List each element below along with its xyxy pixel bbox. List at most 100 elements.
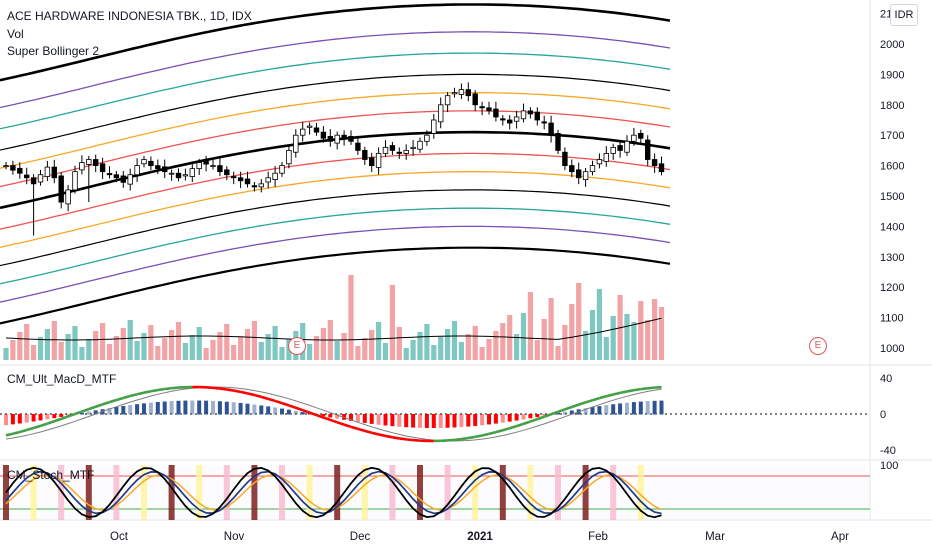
volume-bar bbox=[128, 320, 133, 360]
macd-label: CM_Ult_MacD_MTF bbox=[7, 372, 116, 386]
volume-bar bbox=[72, 326, 77, 360]
volume-bar bbox=[66, 334, 71, 360]
stoch-pane bbox=[0, 465, 870, 520]
volume-bar bbox=[659, 307, 664, 360]
macd-line-segment bbox=[510, 426, 517, 428]
macd-histogram-bar bbox=[149, 403, 153, 415]
candle-body bbox=[59, 176, 64, 202]
candle-body bbox=[114, 175, 119, 178]
macd-line-segment bbox=[627, 390, 634, 391]
macd-line-segment bbox=[524, 422, 531, 424]
volume-bar bbox=[259, 342, 264, 360]
macd-histogram-bar bbox=[197, 401, 201, 415]
candle-body bbox=[287, 150, 292, 163]
macd-histogram-bar bbox=[11, 414, 15, 424]
candle-body bbox=[252, 186, 257, 187]
macd-histogram-bar bbox=[25, 414, 29, 423]
candle-body bbox=[583, 172, 588, 180]
candle-body bbox=[390, 146, 395, 151]
currency-button[interactable]: IDR bbox=[890, 4, 918, 26]
macd-histogram-bar bbox=[439, 414, 443, 428]
macd-histogram-bar bbox=[494, 414, 498, 424]
candle-body bbox=[107, 174, 112, 175]
candle-body bbox=[459, 90, 464, 95]
macd-histogram-bar bbox=[356, 414, 360, 422]
candle-body bbox=[480, 107, 485, 108]
volume-bar bbox=[528, 292, 533, 360]
macd-histogram-bar bbox=[225, 402, 229, 415]
earnings-marker-1[interactable]: E bbox=[288, 337, 306, 355]
earnings-marker-2[interactable]: E bbox=[809, 337, 827, 355]
volume-bar bbox=[176, 322, 181, 360]
price-tick-label: 1400 bbox=[880, 221, 904, 233]
volume-bar bbox=[562, 325, 567, 360]
macd-tick-label: 40 bbox=[880, 373, 892, 385]
macd-histogram-bar bbox=[328, 414, 332, 417]
price-tick-label: 1200 bbox=[880, 282, 904, 294]
volume-bar bbox=[417, 332, 422, 360]
macd-line-segment bbox=[6, 434, 13, 436]
candle-body bbox=[632, 135, 637, 141]
volume-bar bbox=[611, 316, 616, 360]
candle-body bbox=[169, 173, 174, 174]
candle-body bbox=[93, 160, 98, 166]
candle-body bbox=[121, 176, 126, 182]
volume-bar bbox=[45, 329, 50, 360]
candle-body bbox=[342, 135, 347, 138]
macd-line-segment bbox=[234, 391, 241, 392]
macd-histogram-bar bbox=[204, 401, 208, 415]
macd-line-segment bbox=[165, 388, 172, 389]
macd-line-segment bbox=[289, 405, 296, 407]
macd-histogram-bar bbox=[183, 401, 187, 415]
candle-body bbox=[625, 141, 630, 152]
macd-line-segment bbox=[254, 395, 261, 397]
volume-bar bbox=[79, 347, 84, 360]
candle-body bbox=[176, 173, 181, 178]
candle-body bbox=[162, 167, 167, 172]
candle-body bbox=[487, 108, 492, 111]
volume-bar bbox=[355, 346, 360, 360]
macd-line-segment bbox=[606, 394, 613, 396]
macd-line-segment bbox=[461, 438, 468, 439]
candle-body bbox=[452, 93, 457, 94]
volume-bar bbox=[369, 330, 374, 360]
volume-bar bbox=[645, 320, 650, 360]
volume-bar bbox=[148, 325, 153, 360]
candle-body bbox=[245, 179, 250, 184]
candle-body bbox=[66, 190, 71, 204]
candle-body bbox=[425, 135, 430, 141]
candles bbox=[4, 82, 664, 235]
macd-line-segment bbox=[116, 398, 123, 400]
macd-pane bbox=[0, 387, 870, 441]
candle-body bbox=[563, 152, 568, 165]
candle-body bbox=[190, 169, 195, 177]
macd-line-segment bbox=[599, 396, 606, 398]
macd-histogram-bar bbox=[604, 405, 608, 414]
candle-body bbox=[466, 90, 471, 96]
macd-histogram-bar bbox=[404, 414, 408, 427]
macd-line-segment bbox=[620, 391, 627, 392]
candle-body bbox=[507, 120, 512, 123]
stoch-highlight bbox=[362, 465, 368, 520]
symbol-title: ACE HARDWARE INDONESIA TBK., 1D, IDX bbox=[7, 9, 252, 23]
volume-bar bbox=[624, 314, 629, 360]
volume-bar bbox=[24, 324, 29, 360]
macd-line-segment bbox=[227, 389, 234, 390]
macd-histogram-bar bbox=[163, 402, 167, 415]
axes: 2100200019001800170016001500140013001200… bbox=[110, 9, 904, 543]
volume-bar bbox=[169, 330, 174, 360]
volume-bar bbox=[535, 340, 540, 360]
macd-line-segment bbox=[586, 400, 593, 402]
macd-line-segment bbox=[323, 418, 330, 420]
volume-bar bbox=[383, 343, 388, 360]
volume-bar bbox=[183, 343, 188, 360]
volume-bar bbox=[3, 348, 8, 360]
macd-histogram-bar bbox=[211, 401, 215, 415]
macd-histogram-bar bbox=[273, 407, 277, 414]
time-label: 2021 bbox=[467, 531, 493, 543]
macd-line-segment bbox=[482, 434, 489, 436]
macd-line-segment bbox=[365, 431, 372, 433]
time-label: Mar bbox=[705, 531, 725, 543]
